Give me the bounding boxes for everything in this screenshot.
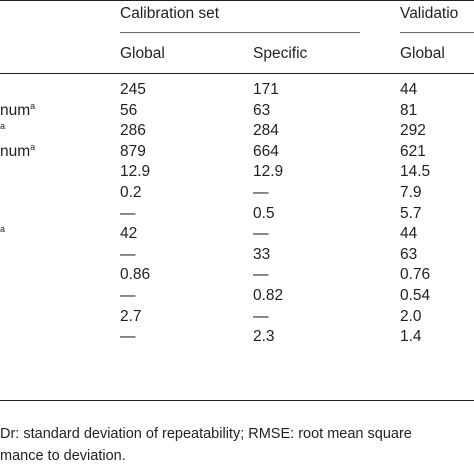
table-cell: 42 (120, 225, 138, 243)
table-cell: 5.7 (400, 204, 422, 222)
table-cell: 81 (400, 101, 418, 119)
table-cell: 63 (400, 245, 418, 263)
table-cell: 1.4 (400, 328, 422, 346)
table-cell: 286 (120, 122, 146, 140)
table-cell: — (120, 328, 136, 346)
validation-group-rule (400, 32, 474, 33)
table-cell: — (120, 287, 136, 304)
table-cell: 0.86 (120, 266, 151, 284)
table-cell: 7.9 (400, 184, 422, 201)
row-label: a (0, 121, 5, 141)
row-label: numa (0, 142, 35, 162)
validation-set-header: Validatio (400, 5, 459, 22)
table-cell: 33 (253, 245, 271, 263)
row-label: numa (0, 101, 35, 121)
table-cell: — (253, 184, 269, 201)
table-cell: 0.54 (400, 287, 431, 304)
table-cell: — (253, 307, 269, 325)
column-header-global: Global (120, 45, 165, 62)
table-cell: 879 (120, 142, 146, 160)
row-label-text: num (0, 101, 31, 119)
table-cell: 44 (400, 225, 418, 243)
row-label: a (0, 224, 5, 244)
table-cell: — (253, 266, 269, 284)
table-cell: 63 (253, 101, 271, 119)
row-label-superscript: a (0, 224, 6, 235)
table-cell: 2.7 (120, 307, 142, 325)
footnote-line-2: mance to deviation. (0, 448, 126, 464)
table-cell: 14.5 (400, 163, 431, 181)
table-bottom-rule (0, 400, 474, 401)
column-header-specific: Specific (253, 45, 308, 62)
table-top-rule (0, 0, 474, 1)
table-cell: 0.76 (400, 266, 431, 284)
row-label-text: num (0, 142, 31, 160)
table-cell: 12.9 (253, 163, 284, 181)
row-label-superscript: a (0, 121, 6, 132)
table-cell: 171 (253, 81, 279, 98)
table-cell: 12.9 (120, 163, 151, 181)
table-cell: 2.3 (253, 328, 275, 346)
table-cell: 284 (253, 122, 279, 140)
calibration-group-rule (120, 32, 360, 33)
table-cell: 664 (253, 142, 279, 160)
calibration-set-header: Calibration set (120, 5, 220, 22)
table-cell: 0.2 (120, 184, 142, 201)
table-cell: 292 (400, 122, 426, 140)
column-header-validation-global: Global (400, 45, 445, 62)
table-cell: 621 (400, 142, 426, 160)
table-cell: 245 (120, 81, 146, 98)
table-cell: — (253, 225, 269, 243)
footnote-line-1: Dr: standard deviation of repeatability;… (0, 426, 412, 442)
header-bottom-rule (0, 73, 474, 74)
table-cell: 2.0 (400, 307, 422, 325)
table-cell: 56 (120, 101, 138, 119)
table-cell: 0.82 (253, 287, 284, 304)
table-cell: — (120, 204, 136, 222)
row-label-superscript: a (30, 141, 36, 152)
table-cell: — (120, 245, 136, 263)
table-cell: 44 (400, 81, 418, 98)
table-cell: 0.5 (253, 204, 275, 222)
row-label-superscript: a (30, 100, 36, 111)
